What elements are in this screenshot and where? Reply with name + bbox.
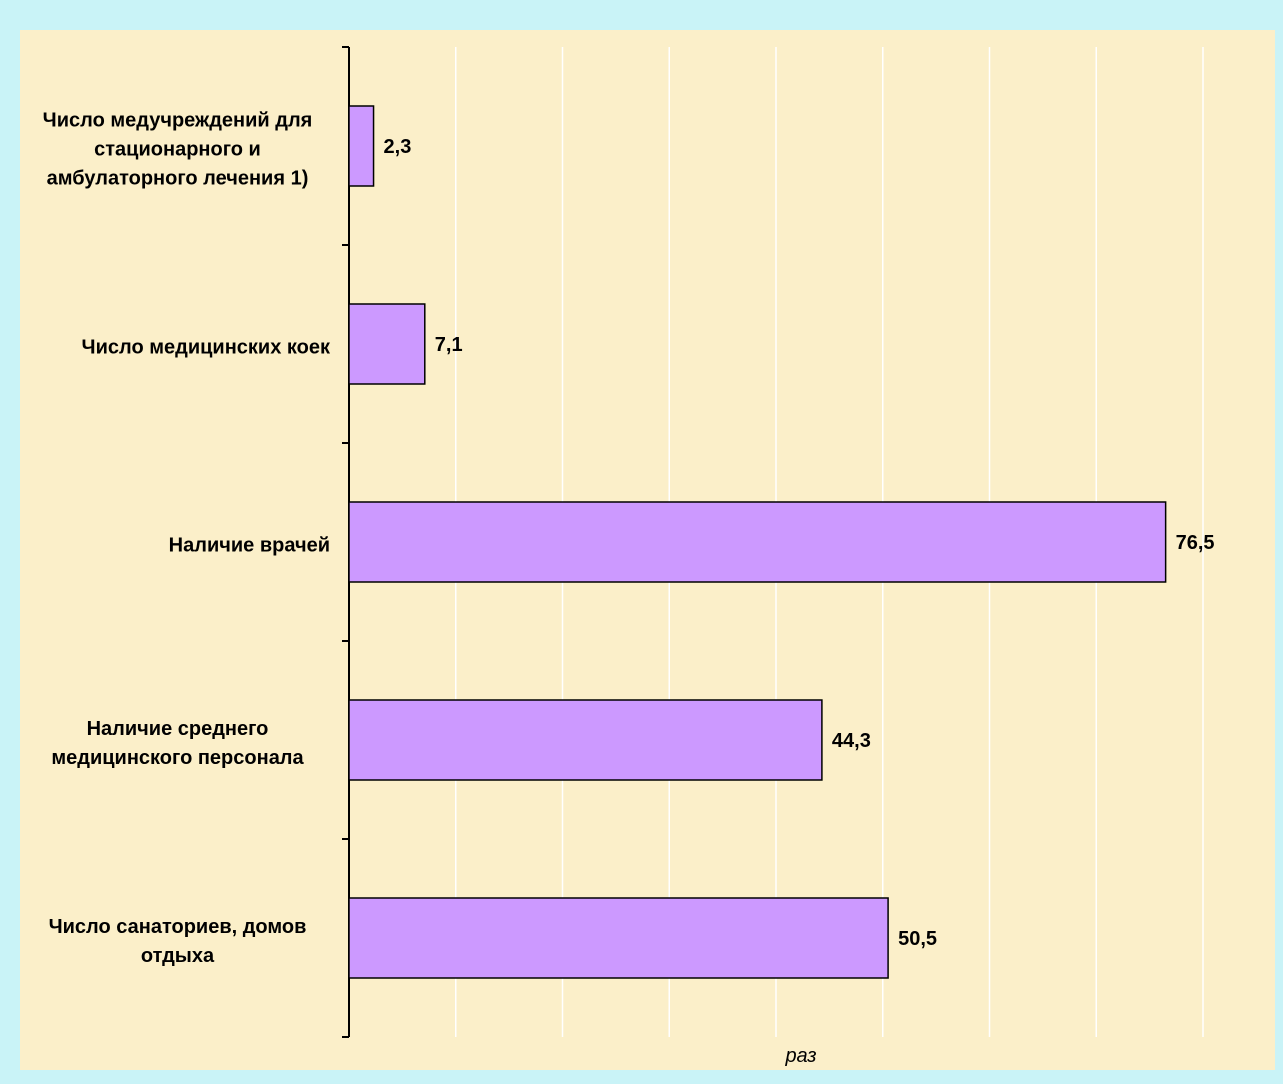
bar: [348, 897, 889, 979]
y-tick-label: Число медучреждений для стационарного и …: [42, 109, 313, 190]
y-tick-label: Наличие среднего медицинского персонала: [51, 718, 304, 769]
category-label-box: Число медицинских коек: [20, 334, 330, 363]
bar: [348, 501, 1167, 583]
y-tick-label: Число санаториев, домов отдыха: [48, 916, 307, 967]
bar: [348, 105, 375, 187]
x-axis-label: раз: [784, 1045, 816, 1067]
value-label: 44,3: [832, 730, 871, 752]
bar: [348, 699, 823, 781]
y-tick-label: Наличие врачей: [168, 534, 330, 557]
category-label-box: Число медучреждений для стационарного и …: [20, 107, 330, 194]
bar: [348, 303, 426, 385]
y-tick-label: Число медицинских коек: [81, 336, 330, 359]
value-label: 7,1: [435, 334, 463, 356]
value-label: 76,5: [1176, 532, 1215, 554]
value-label: 2,3: [384, 136, 412, 158]
category-label-box: Наличие врачей: [20, 532, 330, 561]
category-label-box: Число санаториев, домов отдыха: [20, 913, 330, 971]
category-label-box: Наличие среднего медицинского персонала: [20, 715, 330, 773]
value-label: 50,5: [898, 928, 937, 950]
